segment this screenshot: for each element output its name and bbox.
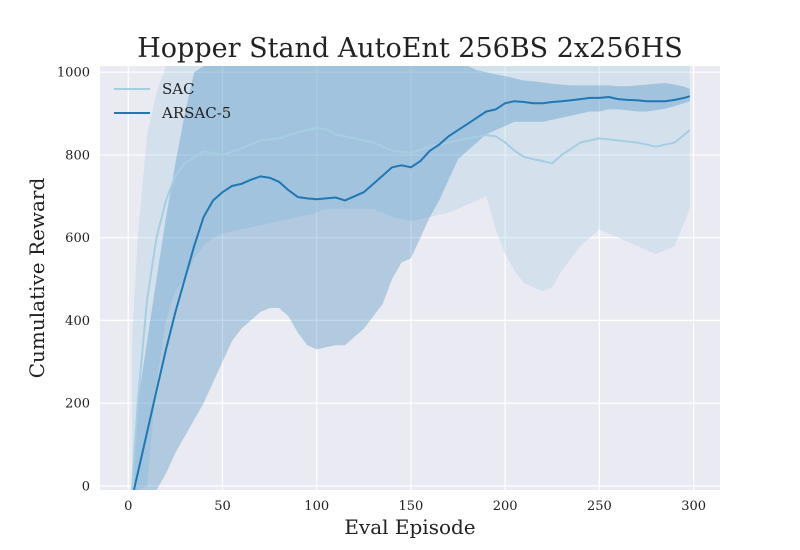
legend: SAC ARSAC-5 bbox=[114, 80, 231, 122]
y-tick-label: 200 bbox=[65, 397, 90, 412]
legend-label-sac: SAC bbox=[162, 80, 195, 98]
x-tick-label: 300 bbox=[681, 499, 706, 514]
y-ticks: 0 200 400 600 800 1000 bbox=[57, 66, 90, 495]
x-tick-label: 100 bbox=[304, 499, 329, 514]
x-tick-label: 200 bbox=[493, 499, 518, 514]
y-tick-label: 400 bbox=[65, 314, 90, 329]
chart-title: Hopper Stand AutoEnt 256BS 2x256HS bbox=[137, 33, 683, 64]
y-tick-label: 600 bbox=[65, 231, 90, 246]
x-ticks: 0 50 100 150 200 250 300 bbox=[124, 499, 706, 514]
y-tick-label: 800 bbox=[65, 148, 90, 163]
x-tick-label: 0 bbox=[124, 499, 132, 514]
line-arsac-5 bbox=[132, 95, 691, 490]
x-tick-label: 150 bbox=[399, 499, 424, 514]
y-tick-label: 1000 bbox=[57, 66, 90, 81]
series-lines bbox=[131, 95, 691, 490]
y-axis-label: Cumulative Reward bbox=[25, 178, 49, 379]
x-tick-label: 250 bbox=[587, 499, 612, 514]
legend-label-arsac-5: ARSAC-5 bbox=[161, 104, 231, 122]
line-sac bbox=[131, 127, 691, 490]
y-tick-label: 0 bbox=[82, 479, 90, 494]
band-sac bbox=[132, 66, 690, 490]
plot-background bbox=[100, 66, 720, 490]
band-arsac-5 bbox=[133, 66, 690, 490]
grid bbox=[100, 66, 720, 490]
confidence-bands bbox=[132, 66, 690, 490]
x-axis-label: Eval Episode bbox=[344, 515, 475, 539]
x-tick-label: 50 bbox=[214, 499, 231, 514]
